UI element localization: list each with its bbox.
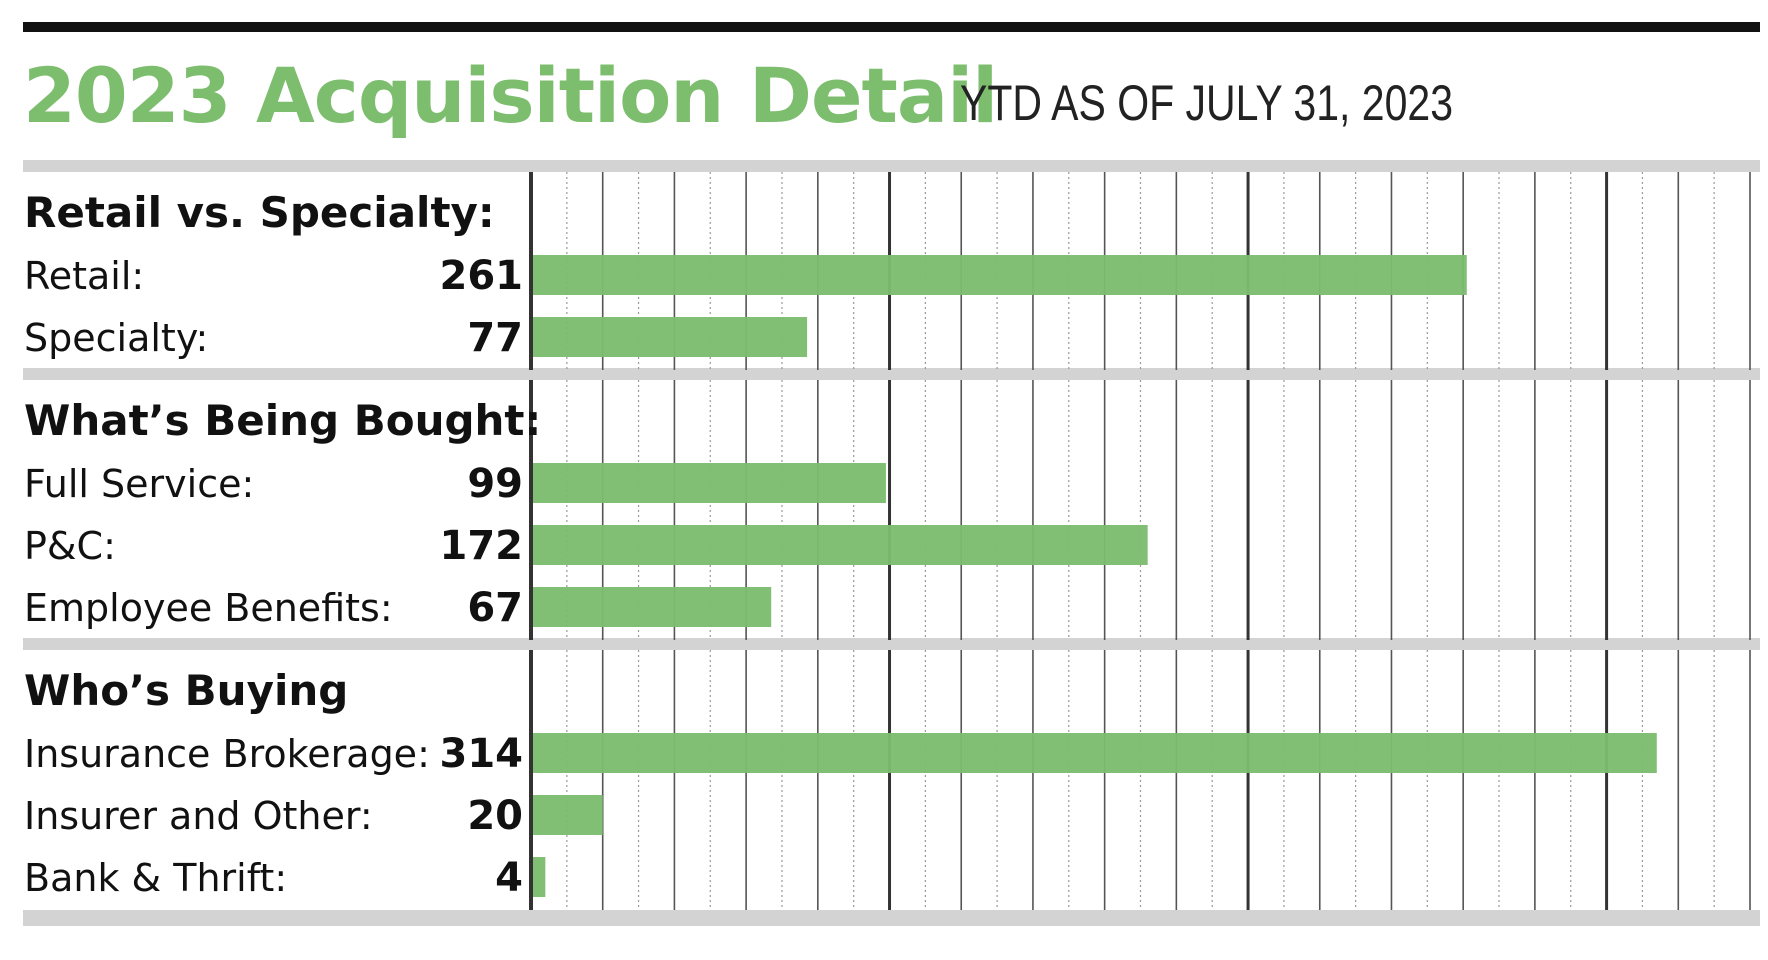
chart-subtitle: YTD AS OF JULY 31, 2023	[960, 75, 1454, 131]
row-label: Employee Benefits:	[24, 586, 393, 630]
bar	[533, 587, 772, 627]
row-label: Bank & Thrift:	[24, 856, 287, 900]
row-label: Insurance Brokerage:	[24, 732, 430, 776]
row-label: Insurer and Other:	[24, 794, 373, 838]
group-title: Retail vs. Specialty:	[24, 188, 495, 237]
value-label: 4	[495, 855, 523, 901]
row-label: Retail:	[24, 254, 144, 298]
value-label: 77	[467, 315, 523, 361]
separator-band	[23, 910, 1760, 926]
row-label: P&C:	[24, 524, 116, 568]
value-label: 314	[440, 731, 524, 777]
top-rule	[23, 22, 1760, 32]
row-label: Specialty:	[24, 316, 208, 360]
separator-band	[23, 160, 1760, 172]
row-label: Full Service:	[24, 462, 254, 506]
bar	[533, 255, 1467, 295]
value-label: 99	[467, 461, 523, 507]
bar	[533, 463, 886, 503]
value-label: 67	[467, 585, 523, 631]
value-label: 20	[467, 793, 523, 839]
value-label: 172	[440, 523, 524, 569]
bar	[533, 857, 546, 897]
separator-band	[23, 368, 1760, 380]
bar	[533, 525, 1148, 565]
separator-band	[23, 638, 1760, 650]
group-title: What’s Being Bought:	[24, 396, 541, 445]
group-title: Who’s Buying	[24, 666, 348, 715]
bar	[533, 733, 1657, 773]
bar	[533, 317, 808, 357]
chart-title: 2023 Acquisition Detail	[23, 51, 998, 140]
value-label: 261	[440, 253, 524, 299]
bar	[533, 795, 603, 835]
